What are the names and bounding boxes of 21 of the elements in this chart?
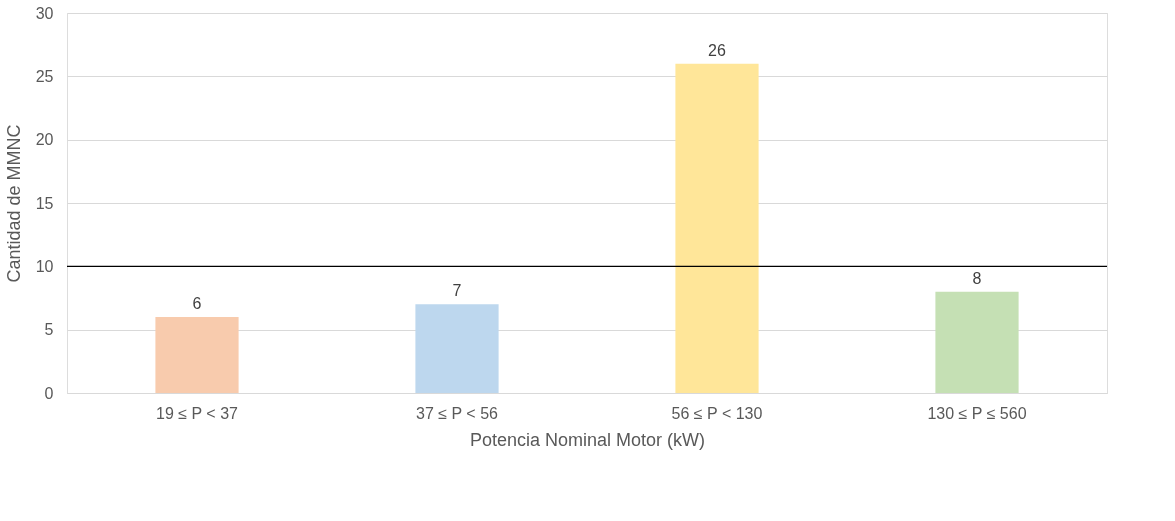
x-tick-label: 56 ≤ P < 130: [671, 404, 763, 422]
y-tick-label: 15: [35, 194, 54, 212]
data-label: 26: [708, 41, 726, 59]
bar: [675, 63, 759, 393]
y-tick-label: 0: [44, 384, 54, 402]
x-axis-title: Potencia Nominal Motor (kW): [469, 429, 706, 450]
y-tick-label: 25: [35, 67, 54, 85]
x-tick-label: 130 ≤ P ≤ 560: [927, 404, 1027, 422]
data-label: 6: [192, 295, 202, 312]
x-tick-label: 37 ≤ P < 56: [416, 404, 499, 422]
y-tick-label: 5: [44, 321, 54, 339]
y-axis-title: Cantidad de MMNC: [3, 124, 24, 283]
data-label: 8: [972, 269, 982, 287]
bar: [415, 304, 499, 393]
y-tick-label: 30: [35, 4, 54, 22]
y-tick-label: 20: [35, 131, 54, 149]
data-label: 7: [452, 282, 462, 300]
x-tick-label: 19 ≤ P < 37: [156, 404, 239, 422]
bar: [935, 291, 1019, 393]
y-tick-label: 10: [35, 257, 54, 275]
bar: [155, 317, 239, 393]
